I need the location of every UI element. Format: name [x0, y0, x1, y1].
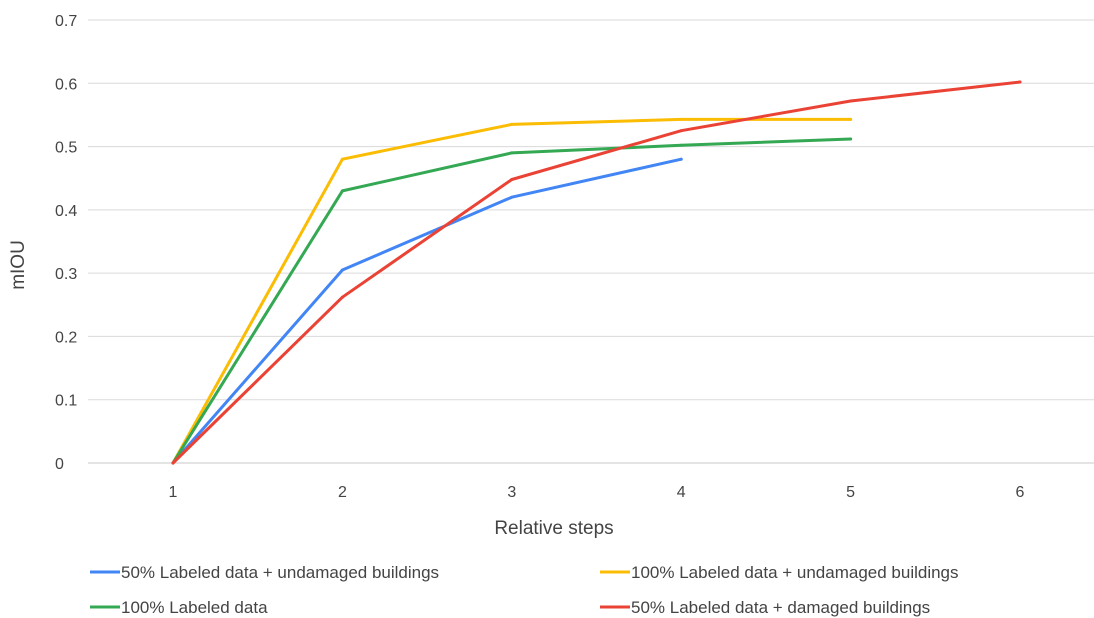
x-axis-ticks: 1 2 3 4 5 6: [169, 484, 1025, 501]
legend-label: 50% Labeled data + damaged buildings: [631, 598, 930, 617]
y-tick-label: 0.3: [55, 266, 77, 283]
data-point: [510, 122, 514, 126]
legend-label: 100% Labeled data + undamaged buildings: [631, 563, 959, 582]
data-point: [679, 143, 683, 147]
data-point: [340, 295, 344, 299]
data-point: [340, 157, 344, 161]
legend-label: 100% Labeled data: [121, 598, 268, 617]
x-tick-label: 5: [846, 484, 855, 501]
data-point: [679, 117, 683, 121]
x-axis-title: Relative steps: [494, 518, 613, 539]
data-point: [679, 129, 683, 133]
x-tick-label: 1: [169, 484, 178, 501]
data-point: [340, 189, 344, 193]
data-point: [849, 137, 853, 141]
x-tick-label: 2: [338, 484, 347, 501]
x-tick-label: 6: [1016, 484, 1025, 501]
data-point: [510, 151, 514, 155]
legend-label: 50% Labeled data + undamaged buildings: [121, 563, 439, 582]
y-axis-title: mIOU: [8, 240, 29, 290]
data-point: [340, 268, 344, 272]
data-point: [171, 461, 175, 465]
data-point: [679, 157, 683, 161]
data-point: [849, 99, 853, 103]
series-line: [171, 157, 683, 465]
data-point: [510, 177, 514, 181]
series-line: [171, 137, 853, 465]
y-tick-label: 0: [55, 456, 64, 473]
data-point: [849, 117, 853, 121]
y-tick-label: 0.4: [55, 203, 77, 220]
data-point: [1018, 80, 1022, 84]
series-lines: [171, 80, 1022, 465]
series-line: [171, 117, 853, 465]
y-tick-label: 0.7: [55, 13, 77, 30]
x-tick-label: 4: [677, 484, 686, 501]
gridlines: [88, 19, 1094, 464]
series-line: [171, 80, 1022, 465]
y-tick-label: 0.1: [55, 393, 77, 410]
y-tick-label: 0.2: [55, 329, 77, 346]
y-axis-ticks: 0 0.1 0.2 0.3 0.4 0.5 0.6 0.7: [55, 13, 77, 473]
y-tick-label: 0.6: [55, 76, 77, 93]
x-tick-label: 3: [507, 484, 516, 501]
data-point: [510, 195, 514, 199]
y-tick-label: 0.5: [55, 140, 77, 157]
legend: 50% Labeled data + undamaged buildings 10…: [90, 563, 959, 617]
